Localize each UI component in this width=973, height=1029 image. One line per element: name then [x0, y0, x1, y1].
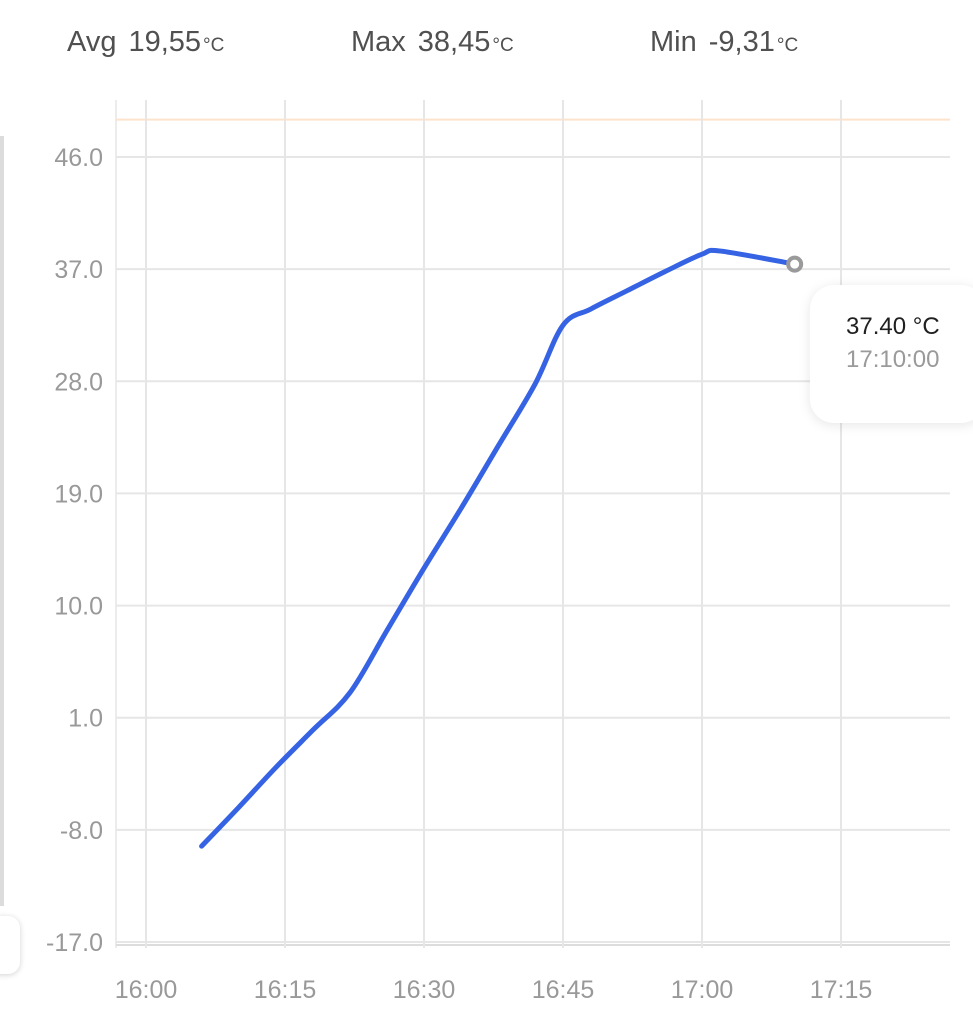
temperature-series-line [199, 247, 798, 849]
panel-edge [0, 136, 4, 906]
selected-point-marker[interactable] [786, 255, 804, 273]
tooltip-time: 17:10:00 [846, 346, 940, 373]
stat-avg: Avg 19,55 °C [67, 26, 224, 59]
stat-min-unit: °C [776, 35, 799, 56]
x-tick-label: 16:00 [115, 976, 178, 1004]
stats-bar: Avg 19,55 °C Max 38,45 °C Min -9,31 °C [0, 26, 973, 66]
y-tick-label: 28.0 [54, 368, 103, 396]
stat-max: Max 38,45 °C [351, 26, 514, 59]
y-tick-label: -17.0 [46, 929, 103, 957]
y-tick-label: -8.0 [60, 817, 103, 845]
y-tick-label: 1.0 [68, 705, 103, 733]
stat-max-unit: °C [492, 35, 514, 56]
stat-min: Min -9,31 °C [650, 26, 798, 59]
y-tick-label: 19.0 [54, 480, 103, 508]
x-tick-label: 16:45 [532, 976, 595, 1004]
stat-max-value: 38,45 [417, 26, 491, 58]
stat-avg-label: Avg [67, 26, 117, 58]
stat-min-value: -9,31 [708, 26, 775, 58]
x-tick-label: 17:00 [671, 976, 734, 1004]
stat-avg-unit: °C [203, 35, 225, 56]
y-tick-label: 46.0 [54, 144, 103, 172]
x-tick-label: 16:15 [254, 976, 317, 1004]
stat-min-label: Min [650, 26, 697, 58]
drawer-handle[interactable] [0, 916, 20, 974]
tooltip-value: 37.40 °C [846, 313, 940, 340]
y-tick-label: 10.0 [54, 593, 103, 621]
x-tick-label: 16:30 [393, 976, 456, 1004]
x-tick-label: 17:15 [810, 976, 873, 1004]
stat-avg-value: 19,55 [128, 26, 202, 58]
y-tick-label: 37.0 [54, 256, 103, 284]
data-tooltip: 37.40 °C 17:10:00 [810, 285, 973, 423]
stat-max-label: Max [351, 26, 406, 58]
